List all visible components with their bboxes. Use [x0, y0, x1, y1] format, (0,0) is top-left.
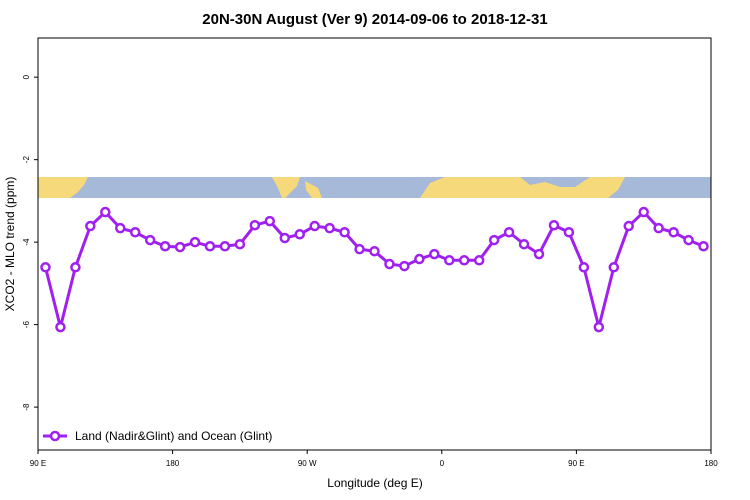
y-tick-label: -4 [22, 238, 31, 246]
data-point [444, 255, 455, 266]
data-point [668, 226, 679, 238]
data-point [85, 220, 96, 232]
data-point [638, 206, 649, 218]
data-point [593, 321, 605, 333]
data-point [578, 262, 590, 273]
x-tick-label: 180 [704, 459, 718, 468]
data-point [608, 262, 620, 273]
data-point [339, 226, 350, 238]
y-tick-label: -6 [22, 321, 31, 329]
data-point [279, 232, 291, 244]
chart-title: 20N-30N August (Ver 9) 2014-09-06 to 201… [202, 11, 547, 28]
plot-frame [37, 37, 712, 451]
data-point [698, 241, 709, 252]
legend-marker [49, 430, 61, 442]
y-tick-label: 0 [22, 74, 31, 79]
y-tick-label: -8 [22, 403, 31, 411]
x-tick-label: 90 W [298, 459, 317, 468]
x-tick-label: 180 [166, 459, 180, 468]
data-point [309, 220, 320, 232]
land-patch [272, 177, 300, 198]
data-point [548, 219, 560, 231]
data-point [399, 260, 410, 272]
data-point [354, 243, 365, 255]
data-point [159, 241, 171, 252]
data-point [55, 321, 66, 333]
x-tick-label: 90 E [30, 459, 46, 468]
data-point [204, 241, 216, 252]
data-point [219, 241, 231, 252]
x-axis-label: Longitude (deg E) [327, 476, 422, 490]
data-point [563, 226, 575, 238]
y-axis-label: XCO2 - MLO trend (ppm) [3, 177, 17, 312]
data-point [384, 258, 395, 270]
data-point [683, 234, 694, 246]
data-point [473, 255, 485, 266]
data-point [189, 236, 201, 248]
legend-label: Land (Nadir&Glint) and Ocean (Glint) [75, 429, 272, 443]
data-point [653, 222, 664, 234]
data-point [70, 262, 81, 273]
data-point [100, 206, 111, 218]
y-tick-label: -2 [22, 156, 31, 164]
data-point [623, 220, 634, 232]
data-point [503, 226, 515, 238]
data-point [115, 222, 126, 234]
data-point [249, 219, 261, 231]
land-patch [38, 177, 88, 198]
data-point [294, 229, 305, 240]
data-point [369, 245, 380, 257]
data-point [324, 222, 335, 234]
data-point [429, 248, 440, 260]
data-point [414, 253, 425, 265]
land-patch [420, 177, 625, 198]
data-point [234, 238, 246, 250]
x-tick-label: 0 [440, 459, 445, 468]
data-point [488, 234, 500, 246]
x-tick-label: 90 E [568, 459, 584, 468]
data-point [40, 262, 51, 273]
map-band [38, 177, 711, 198]
data-point [518, 238, 530, 250]
data-point [458, 255, 470, 266]
land-patch [305, 181, 322, 198]
data-point [533, 248, 545, 260]
data-point [144, 234, 156, 246]
data-point [129, 226, 141, 238]
data-point [174, 241, 186, 253]
data-point [264, 215, 276, 227]
